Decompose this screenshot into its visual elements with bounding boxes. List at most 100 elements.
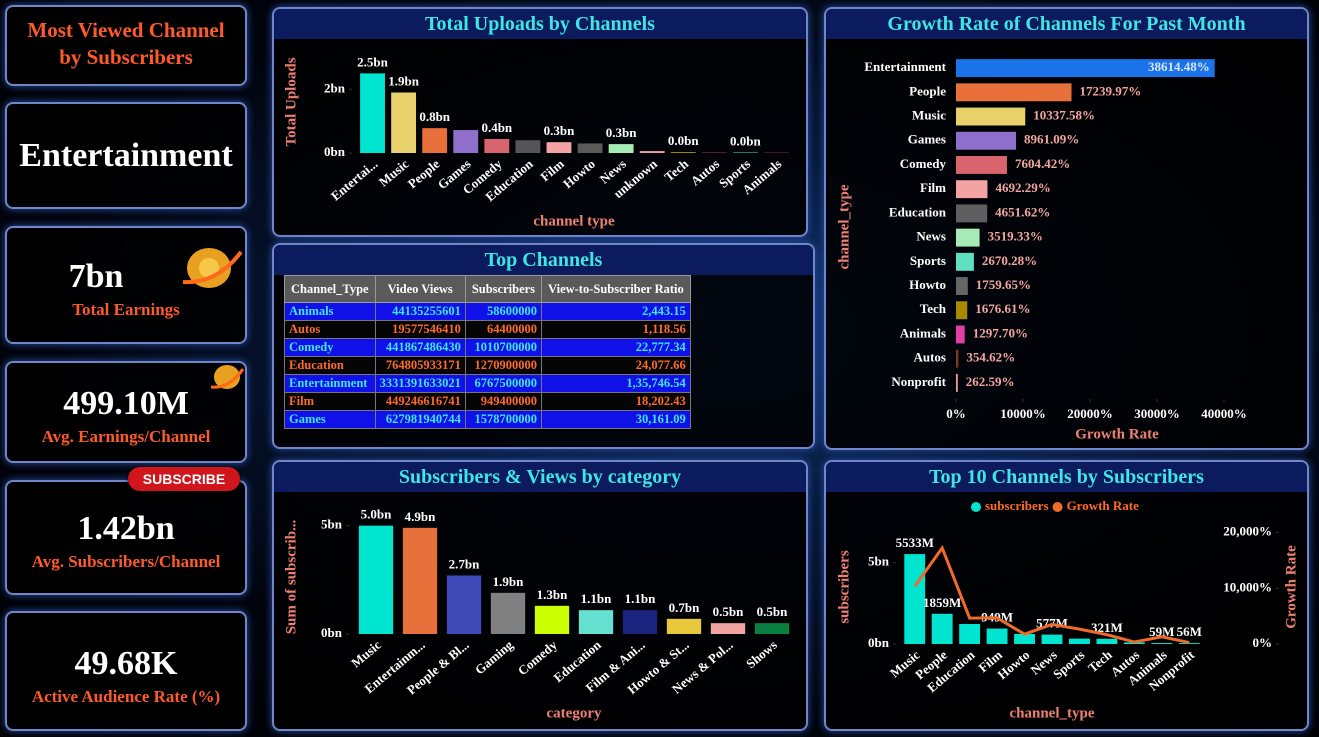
table-cell: 1270900000 — [464, 356, 543, 375]
data-label: 2.7bn — [449, 556, 480, 571]
y-axis-title: channel_type — [836, 184, 852, 269]
x-axis-title: channel type — [533, 213, 615, 229]
x-tick-label: Howto — [560, 156, 598, 191]
bar — [956, 301, 968, 320]
bar — [701, 152, 727, 153]
data-label: 56M — [1177, 624, 1202, 639]
y-axis-title: subscribers — [836, 550, 852, 624]
bar — [956, 277, 968, 295]
data-label: 3519.33% — [988, 229, 1043, 244]
legend-marker — [971, 502, 981, 512]
chart: 0bn5bn5.0bnMusic4.9bnEntertainm...2.7bnP… — [283, 507, 790, 721]
kpi-label: Total Earnings — [72, 300, 180, 319]
table-cell: 6767500000 — [464, 374, 543, 393]
bar — [402, 527, 438, 634]
top-category-card: Entertainment — [5, 102, 247, 209]
y-tick-label: People — [909, 83, 946, 98]
table-header-row: Channel_Type Video Views Subscribers View-t… — [284, 275, 691, 303]
x-tick-label: Shows — [743, 637, 780, 671]
chart: 0bn5bn0%10,000%20,000%subscribers5533MMu… — [836, 498, 1299, 721]
bar — [1178, 643, 1200, 644]
bar — [959, 624, 981, 644]
kpi-card: 49.68K Active Audience Rate (%) — [5, 611, 247, 731]
bar — [666, 618, 702, 634]
table-cell: 18,202.43 — [541, 392, 691, 411]
column-header: Channel_Type — [284, 275, 376, 303]
bar — [639, 151, 665, 153]
y-axis-title: Total Uploads — [283, 57, 299, 146]
chart: 0% 10000% 20000% 30000% 40000% Entertainment 3… — [836, 59, 1246, 442]
arrow — [182, 250, 243, 285]
money-icon — [210, 365, 245, 389]
chart: 0bn 2bn 2.5bn Entertai... 1.9bn Music 0.8bn Peo… — [283, 54, 789, 229]
data-label: 5.0bn — [361, 507, 392, 522]
table-cell: Animals — [284, 302, 376, 321]
y-axis-title: Sum of subscrib... — [283, 519, 299, 634]
legend-marker — [1052, 502, 1063, 512]
x-tick-label: Entertai... — [328, 156, 381, 203]
data-label: 0.0bn — [730, 133, 761, 148]
y-tick-label: Sports — [910, 253, 946, 268]
y-tick-label: Comedy — [900, 156, 947, 171]
bar — [956, 252, 974, 271]
tick-label: 20,000% — [1223, 524, 1272, 539]
table-cell: 1578700000 — [464, 410, 543, 429]
bar — [956, 373, 958, 392]
kpi-card: 7bn Total Earnings — [5, 226, 247, 344]
table-cell: 1,35,746.54 — [541, 374, 691, 393]
x-tick-label: Autos — [688, 156, 723, 188]
table-cell: Comedy — [284, 338, 376, 357]
y-tick-label: Tech — [920, 301, 947, 316]
y-tick-label: Education — [889, 204, 947, 219]
bar — [956, 204, 988, 223]
bar — [608, 144, 634, 153]
table-row: Comedy 441867486430 1010700000 22,777.34 — [284, 338, 691, 357]
bar — [1096, 638, 1118, 644]
subscribe-button[interactable]: SUBSCRIBE — [128, 467, 240, 491]
kpi-value: 1.42bn — [77, 510, 175, 547]
bar — [956, 228, 980, 247]
tick-label: 2bn — [324, 80, 346, 95]
table-cell: Education — [284, 356, 376, 375]
tick-label: 10000% — [1000, 406, 1046, 421]
coin — [199, 258, 219, 278]
table-cell: Games — [284, 410, 376, 429]
bar — [391, 92, 417, 153]
panel: 0bn 5bn 0% 10,000% 20,000% subscribers 5533M Mu… — [824, 460, 1309, 731]
bar — [622, 610, 658, 634]
tick-label: 0% — [1253, 635, 1273, 650]
tick-label: 10,000% — [1223, 579, 1272, 594]
y-tick-label: Entertainment — [864, 59, 946, 74]
y-tick-label: Howto — [909, 277, 946, 292]
bar — [1041, 634, 1063, 644]
y-tick-label: Nonprofit — [891, 374, 946, 389]
data-label: 1.3bn — [537, 587, 568, 602]
bar — [956, 180, 988, 199]
money-icon — [182, 248, 243, 288]
panel: 0bn 5bn 5.0bn Music 4.9bn Entertainm... 2.7bn P… — [272, 460, 808, 731]
chart-title: Total Uploads by Channels — [274, 9, 806, 39]
data-label: 4.9bn — [405, 509, 436, 524]
tick-label: 5bn — [868, 554, 890, 569]
bar — [578, 610, 614, 634]
bar — [490, 592, 526, 634]
bar — [956, 83, 1072, 102]
table-cell: 764805933171 — [374, 356, 466, 375]
kpi-value: 499.10M — [63, 385, 189, 422]
panel: 0% 10000% 20000% 30000% 40000% Entertainment 3… — [824, 7, 1309, 450]
kpi-value: 49.68K — [74, 645, 178, 682]
bar — [422, 128, 448, 153]
data-label: 4692.29% — [995, 180, 1050, 195]
table-cell: 1010700000 — [464, 338, 543, 357]
table-cell: 2,443.15 — [541, 302, 691, 321]
bar — [904, 554, 926, 644]
data-label: 1859M — [923, 595, 961, 610]
table-cell: 1,118.56 — [541, 320, 691, 339]
y-tick-label: Games — [908, 132, 946, 147]
table-cell: 627981940744 — [374, 410, 466, 429]
bar — [1151, 643, 1173, 644]
x-axis-title: Growth Rate — [1075, 426, 1159, 442]
y-tick-label: News — [916, 229, 946, 244]
bar — [732, 152, 758, 153]
column-header: Subscribers — [464, 275, 543, 303]
